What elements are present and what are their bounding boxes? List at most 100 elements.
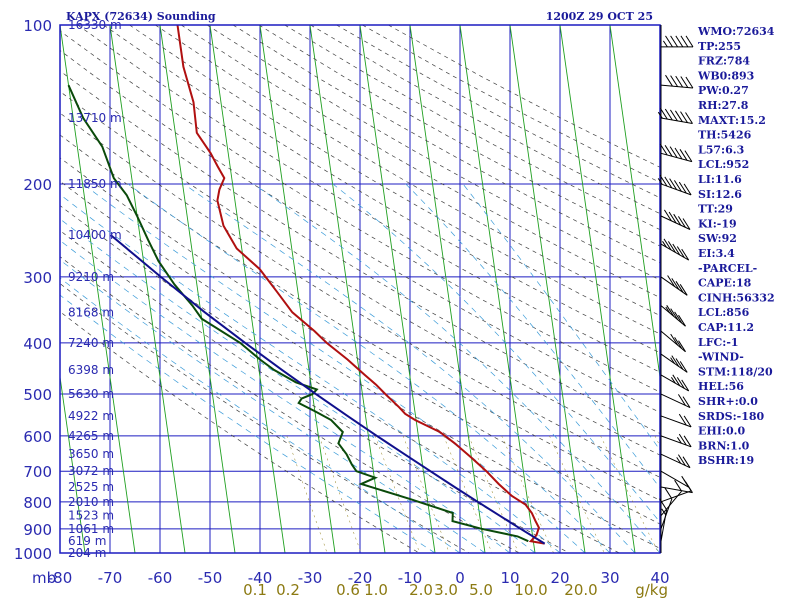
pressure-tick-label: 700 xyxy=(23,463,52,481)
wind-barb xyxy=(657,107,693,124)
height-label: 619 m xyxy=(68,534,106,548)
barb-feather xyxy=(674,110,683,123)
barb-feather xyxy=(663,238,672,251)
barb-half-feather xyxy=(661,508,667,516)
wind-barb xyxy=(660,479,683,517)
wind-barb xyxy=(660,453,691,469)
mixing-ratio-line xyxy=(443,435,493,553)
barb-feather xyxy=(678,413,687,426)
height-label: 1523 m xyxy=(68,509,114,523)
barb-half-feather xyxy=(662,40,668,48)
index-value: -WIND- xyxy=(698,351,744,364)
index-value: PW:0.27 xyxy=(698,84,749,97)
barb-feather xyxy=(669,109,678,122)
barb-feather xyxy=(681,248,690,261)
mixing-ratio-label: 5.0 xyxy=(469,581,493,599)
moist-adiabat xyxy=(82,183,586,553)
wind-barb xyxy=(660,413,692,428)
wind-barb xyxy=(660,479,692,503)
barb-feather xyxy=(679,361,688,373)
barb-feather xyxy=(668,211,677,224)
mixing-ratio-label: 3.0 xyxy=(434,581,458,599)
plot-frame xyxy=(59,24,661,554)
index-value: LI:11.6 xyxy=(698,173,742,186)
index-value: BSHR:19 xyxy=(698,454,754,467)
barb-feather xyxy=(682,456,691,468)
isotherm-line xyxy=(259,25,336,553)
mixing-ratio-label: 0.1 xyxy=(243,581,267,599)
barb-shaft xyxy=(660,490,692,503)
barb-feather xyxy=(673,213,682,226)
wind-barb xyxy=(659,143,693,163)
barb-feather xyxy=(678,433,687,446)
temperature-axis: mb-80 -70 -60 -50 -40 -30 -20 -10 0 10 20 30 40 xyxy=(32,569,670,587)
barb-shaft xyxy=(660,509,668,542)
temperature-tick-label: 40 xyxy=(650,569,669,587)
barb-feather xyxy=(682,218,691,230)
mixing-ratio-label: 0.6 xyxy=(336,581,360,599)
wind-barb xyxy=(660,275,688,296)
index-value: KI:-19 xyxy=(698,217,737,230)
barb-feather xyxy=(659,143,668,156)
barb-feather xyxy=(677,394,686,406)
temperature-tick-label: -70 xyxy=(98,569,123,587)
barb-feather xyxy=(681,379,690,392)
height-label: 7240 m xyxy=(68,336,114,350)
barb-feather xyxy=(683,435,692,448)
dry-adiabat xyxy=(103,25,660,354)
barb-feather xyxy=(667,275,676,287)
barb-shaft xyxy=(660,470,689,488)
moist-adiabat xyxy=(183,183,636,553)
barb-half-feather xyxy=(676,457,682,464)
wind-barb xyxy=(660,209,691,230)
temperature-tick-label: -20 xyxy=(348,569,373,587)
pressure-tick-label: 900 xyxy=(23,521,52,539)
pressure-tick-label: 800 xyxy=(23,494,52,512)
parcel-trace xyxy=(110,234,546,545)
barb-feather xyxy=(659,174,668,187)
pressure-tick-label: 300 xyxy=(23,269,52,287)
dry-adiabat xyxy=(60,70,660,434)
barb-feather xyxy=(670,308,679,320)
barb-feather xyxy=(674,311,683,324)
wind-barb xyxy=(660,74,694,89)
barb-feather xyxy=(682,396,691,408)
barb-feather xyxy=(680,111,688,123)
dry-adiabat xyxy=(258,25,660,247)
dewpoint-trace xyxy=(67,84,529,543)
wind-barb xyxy=(657,174,692,196)
barb-half-feather xyxy=(662,241,667,248)
barb-feather xyxy=(671,355,680,367)
index-value: WB0:893 xyxy=(697,69,754,82)
height-label: 2525 m xyxy=(68,480,114,494)
height-label: 13710 m xyxy=(68,111,122,125)
moist-adiabat xyxy=(60,240,511,553)
moist-adiabat xyxy=(462,183,660,451)
dry-adiabat xyxy=(206,25,660,281)
barb-feather xyxy=(685,112,693,124)
moist-adiabats xyxy=(60,183,660,553)
barb-shaft xyxy=(660,498,673,530)
wind-barb xyxy=(660,238,690,261)
wind-barbs xyxy=(657,25,694,553)
barb-feather xyxy=(678,181,687,194)
isotherm-line xyxy=(60,25,136,553)
barb-half-feather xyxy=(670,377,676,384)
barb-feather xyxy=(665,35,673,48)
barb-feather xyxy=(667,241,676,253)
temperature-tick-label: 10 xyxy=(500,569,519,587)
barb-feather xyxy=(680,35,689,48)
dry-adiabats xyxy=(60,25,660,553)
moist-adiabat xyxy=(405,183,660,489)
moist-adiabat xyxy=(60,294,436,553)
temperature-tick-label: -40 xyxy=(248,569,273,587)
isotherm-line xyxy=(409,25,486,553)
barb-feather xyxy=(669,178,678,190)
observation-time: 1200Z 29 OCT 25 xyxy=(546,10,653,23)
barb-feather xyxy=(675,281,684,293)
height-label: 6398 m xyxy=(68,363,114,377)
isotherm-line xyxy=(609,25,660,381)
temperature-tick-label: -80 xyxy=(48,569,73,587)
